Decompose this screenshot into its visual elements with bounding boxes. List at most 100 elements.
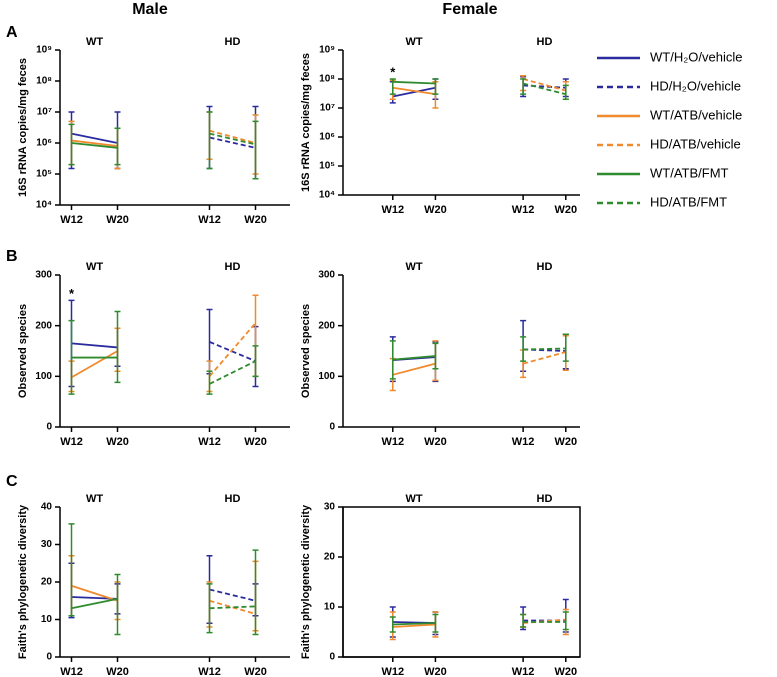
error-bar [252, 345, 259, 378]
error-bar [114, 573, 121, 636]
y-axis-label: Faith's phylogenetic diversity [17, 504, 29, 659]
series-line [392, 362, 436, 376]
series-line [522, 82, 566, 96]
error-bar [114, 127, 121, 166]
error-bar [520, 336, 527, 362]
series-line [71, 350, 118, 379]
error-bar [252, 549, 259, 636]
y-tick-label: 10 [324, 602, 336, 613]
x-tick-label: W20 [424, 204, 447, 216]
y-tick-label: 10⁹ [319, 45, 335, 56]
x-tick-label: W12 [198, 214, 221, 226]
y-tick-label: 20 [41, 577, 53, 588]
error-bar [520, 78, 527, 95]
y-axis-label: Observed species [17, 304, 29, 398]
y-tick-label: 10⁴ [319, 190, 335, 201]
group-label: HD [225, 261, 241, 273]
x-tick-label: W20 [424, 436, 447, 448]
x-tick-label: W20 [554, 666, 577, 677]
y-tick-label: 10⁷ [37, 107, 52, 118]
series-line [523, 618, 566, 624]
column-title: Female [442, 1, 497, 18]
error-bar [432, 78, 439, 95]
error-bar [68, 123, 75, 166]
series-line [392, 355, 436, 361]
frame [342, 506, 581, 658]
annotation: * [69, 286, 75, 301]
series-line [71, 597, 118, 610]
series-line [392, 86, 436, 98]
group-label: HD [537, 36, 553, 48]
y-tick-label: 300 [35, 270, 52, 281]
y-tick-label: 100 [35, 371, 52, 382]
series-line [209, 599, 256, 615]
x-tick-label: W12 [60, 214, 83, 226]
y-tick-label: 10⁵ [319, 161, 335, 172]
error-bar [114, 310, 121, 384]
y-tick-label: 0 [329, 652, 335, 663]
series-line [392, 623, 436, 628]
series-line [523, 347, 566, 351]
series-line [209, 341, 256, 362]
x-tick-label: W12 [381, 666, 404, 677]
error-bar [206, 583, 213, 634]
error-bar [432, 613, 439, 633]
y-tick-label: 30 [41, 539, 53, 550]
x-tick-label: W12 [512, 204, 535, 216]
group-label: WT [406, 261, 423, 273]
column-title: Male [132, 1, 168, 18]
y-tick-label: 0 [46, 652, 52, 663]
error-bar [520, 613, 527, 628]
series-line [522, 351, 567, 365]
x-tick-label: W12 [60, 436, 83, 448]
series-line [392, 80, 436, 85]
legend-label: HD/H₂O/vehicle [650, 78, 741, 93]
legend-label: HD/ATB/vehicle [650, 136, 741, 151]
y-axis-label: 16S rRNA copies/mg feces [17, 58, 29, 197]
error-bar [68, 523, 75, 617]
error-bar [389, 340, 396, 380]
y-tick-label: 10⁸ [319, 74, 335, 85]
group-label: HD [537, 261, 553, 273]
group-label: HD [225, 36, 241, 48]
y-tick-label: 10⁵ [36, 169, 52, 180]
group-label: HD [537, 493, 553, 505]
series-line [209, 360, 256, 385]
y-axis-label: Faith's phylogenetic diversity [300, 504, 312, 659]
error-bar [432, 342, 439, 370]
y-tick-label: 300 [318, 270, 335, 281]
y-tick-label: 0 [329, 422, 335, 433]
series-line [522, 78, 567, 92]
y-tick-label: 40 [41, 502, 53, 513]
group-label: WT [406, 36, 423, 48]
x-tick-label: W12 [512, 666, 535, 677]
x-tick-label: W20 [244, 214, 267, 226]
series-line [71, 132, 118, 144]
error-bar [68, 319, 75, 395]
error-bar [389, 616, 396, 633]
series-line [71, 584, 118, 602]
x-tick-label: W12 [60, 666, 83, 677]
series-line [392, 622, 436, 626]
x-tick-label: W20 [554, 204, 577, 216]
y-tick-label: 10 [41, 614, 53, 625]
x-tick-label: W20 [424, 666, 447, 677]
series-line [209, 129, 256, 144]
series-line [71, 142, 118, 149]
error-bar [562, 333, 569, 362]
x-tick-label: W12 [198, 666, 221, 677]
series-line [209, 588, 256, 602]
x-tick-label: W12 [198, 436, 221, 448]
legend-label: WT/ATB/vehicle [650, 107, 742, 122]
group-label: HD [225, 493, 241, 505]
y-tick-label: 10⁹ [36, 45, 52, 56]
y-tick-label: 20 [324, 552, 336, 563]
series-line [71, 139, 118, 147]
y-tick-label: 10⁶ [36, 138, 52, 149]
series-line [209, 132, 256, 146]
group-label: WT [86, 36, 103, 48]
annotation: * [390, 64, 396, 79]
x-tick-label: W20 [244, 666, 267, 677]
group-label: WT [86, 493, 103, 505]
